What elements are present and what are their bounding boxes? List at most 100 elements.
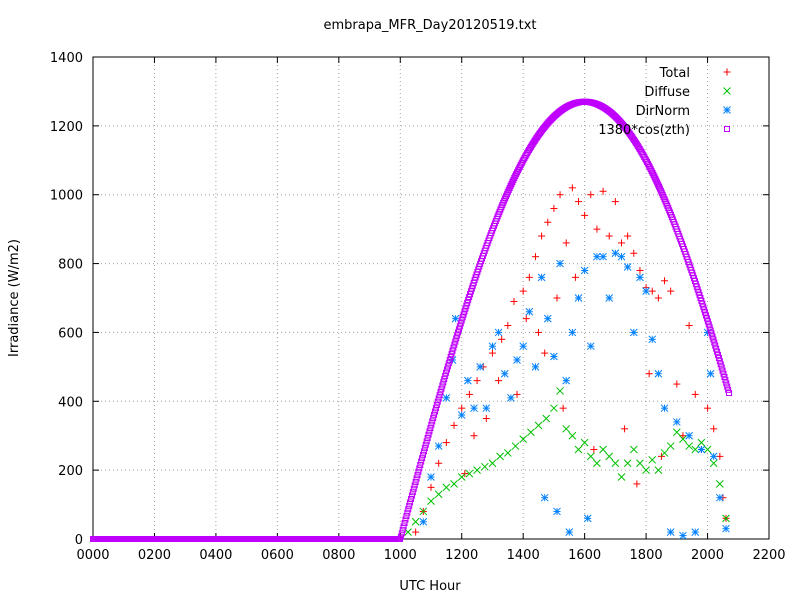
total-point [450, 421, 458, 429]
cos-zth-point [431, 408, 438, 415]
cos-zth-point [424, 435, 431, 442]
diffuse-point [411, 517, 420, 526]
cos-zth-point [403, 513, 410, 520]
cos-zth-point [714, 351, 721, 358]
cos-zth-point [711, 339, 718, 346]
dirnorm-point [442, 393, 451, 402]
y-tick-label: 400 [58, 395, 83, 410]
dirnorm-point [654, 369, 663, 378]
diffuse-point [473, 466, 481, 474]
total-point [412, 528, 420, 536]
cos-zth-point [437, 388, 444, 395]
total-point [654, 294, 662, 302]
cos-zth-point [445, 360, 452, 367]
diffuse-point [703, 445, 712, 454]
dirnorm-point [691, 528, 700, 536]
cos-zth-point [439, 382, 446, 389]
total-point [442, 439, 450, 447]
total-point [550, 204, 558, 212]
total-point [710, 425, 718, 433]
cos-zth-point [708, 330, 715, 337]
diffuse-point [666, 442, 675, 450]
cos-zth-point [706, 324, 713, 331]
cos-zth-point [420, 451, 427, 458]
x-tick-label: 0600 [261, 548, 294, 563]
diffuse-point [511, 442, 520, 450]
dirnorm-point [451, 314, 460, 323]
total-point [667, 287, 675, 295]
total-point [571, 273, 579, 281]
y-tick-label: 600 [58, 326, 83, 341]
cos-zth-point [423, 438, 430, 445]
cos-zth-point [435, 395, 442, 402]
cos-zth-point [455, 329, 462, 336]
cos-zth-point [717, 361, 724, 368]
diffuse-point [709, 459, 718, 468]
dirnorm-point [470, 404, 478, 413]
cos-zth-point [715, 355, 722, 362]
x-tick-label: 1400 [507, 548, 540, 563]
x-tick-label: 0400 [199, 548, 232, 563]
total-point [538, 232, 546, 240]
cos-zth-point [453, 335, 460, 342]
cos-zth-point [722, 377, 729, 384]
diffuse-point [527, 428, 535, 437]
cos-zth-point [436, 392, 443, 399]
total-point [559, 404, 567, 412]
diffuse-point [419, 507, 428, 516]
dirnorm-point [574, 294, 583, 302]
cos-zth-point [442, 372, 449, 379]
total-point [621, 425, 629, 433]
legend-marker-cos-zth [724, 126, 730, 132]
diffuse-point [550, 404, 558, 413]
total-point [648, 287, 656, 295]
dirnorm-point [434, 442, 443, 450]
diffuse-point [580, 438, 589, 447]
dirnorm-point [568, 328, 577, 337]
x-axis-label: UTC Hour [399, 579, 461, 594]
x-tick-label: 0200 [138, 548, 171, 563]
dirnorm-point [715, 493, 724, 502]
dirnorm-point [586, 342, 595, 351]
total-point [513, 390, 521, 398]
cos-zth-point [646, 164, 653, 171]
dirnorm-point [583, 514, 592, 523]
total-point [568, 184, 576, 192]
total-point [495, 377, 503, 385]
diffuse-point [534, 421, 543, 430]
total-point [510, 297, 518, 305]
cos-zth-point [443, 369, 450, 376]
diffuse-point [503, 449, 512, 457]
diffuse-point [660, 449, 669, 457]
diffuse-point [685, 442, 693, 450]
dirnorm-point [672, 418, 681, 426]
cos-zth-point [401, 519, 408, 526]
total-point [473, 377, 481, 385]
y-tick-label: 1400 [50, 51, 83, 66]
y-tick-label: 800 [58, 258, 83, 273]
cos-zth-point [725, 386, 732, 393]
x-tick-labels: 0000 0200 0400 0600 0800 1000 1200 1400 1600 1800… [76, 548, 785, 563]
total-point [581, 211, 589, 219]
diffuse-point [691, 445, 700, 454]
dirnorm-point [525, 307, 534, 316]
diffuse-point [623, 459, 632, 468]
legend-marker-dirnorm [723, 106, 731, 114]
dirnorm-point [666, 528, 675, 536]
dirnorm-point [629, 328, 638, 337]
diffuse-point [629, 445, 638, 454]
dirnorm-point [540, 493, 549, 502]
cos-zth-point [450, 344, 457, 351]
cos-zth-point [422, 441, 429, 448]
cos-zth-point [417, 461, 424, 468]
total-point [624, 232, 632, 240]
cos-zth-point [408, 492, 415, 499]
total-point [587, 191, 595, 199]
cos-zth-point [443, 366, 450, 373]
cos-zth-point [410, 485, 417, 492]
total-point [611, 198, 619, 206]
cos-zth-point [438, 385, 445, 392]
diffuse-point [542, 414, 551, 423]
dirnorm-point [494, 328, 503, 337]
y-tick-label: 200 [58, 464, 83, 479]
